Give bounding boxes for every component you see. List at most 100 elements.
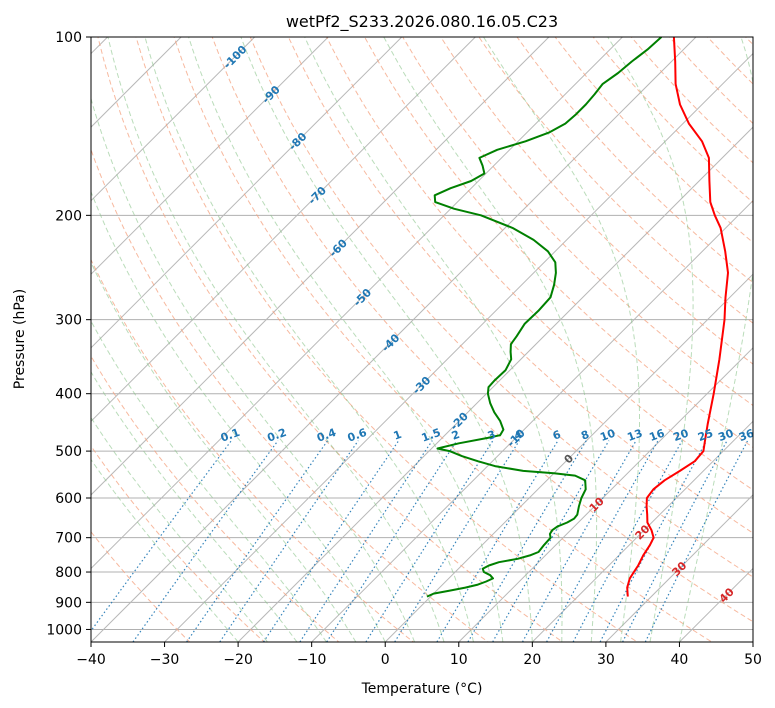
dry-adiabat-line (97, 37, 564, 642)
dry-adiabat-line (326, 37, 753, 491)
mixing-ratio-label: 30 (716, 426, 735, 444)
mixing-ratio-line (132, 440, 279, 642)
x-tick-label: 50 (744, 652, 762, 668)
x-tick-label: 40 (671, 652, 689, 668)
dry-adiabat-line (478, 37, 753, 324)
moist-adiabat-line (678, 37, 753, 642)
isotherm-label: -10 (505, 426, 528, 449)
plot-frame (90, 36, 754, 643)
y-tick-label: 400 (55, 387, 82, 403)
moist-adiabat-line (483, 37, 640, 642)
moist-adiabat-line (144, 37, 474, 642)
y-tick-label: 500 (55, 444, 82, 460)
isotherm-line (531, 420, 753, 642)
mixing-ratio-label: 2 (450, 428, 462, 443)
moist-adiabat-line (91, 96, 416, 642)
mixing-ratio-line (219, 440, 359, 642)
x-axis-label: Temperature (°C) (361, 681, 483, 697)
isotherm-line (91, 37, 403, 349)
mixing-ratio-label: 0.6 (346, 426, 369, 445)
dry-adiabat-line (135, 37, 639, 642)
mixing-ratio-line (365, 440, 494, 642)
moist-adiabat-line (607, 37, 694, 642)
dry-adiabat-line (669, 37, 753, 125)
x-tick-label: −20 (223, 652, 253, 668)
dry-adiabat-line (364, 37, 753, 449)
dry-adiabat-line (91, 258, 415, 642)
mixing-ratio-line (299, 440, 433, 642)
temperature-line (626, 37, 729, 597)
mixing-ratio-label: 3 (486, 428, 498, 443)
isotherm-line (384, 273, 753, 642)
isotherm-line (679, 567, 753, 642)
dry-adiabat-line (249, 37, 753, 578)
isotherm-line (91, 37, 697, 642)
moist-adiabat-line (91, 320, 327, 642)
dry-adiabat-line (173, 37, 713, 642)
dry-adiabat-line (592, 37, 753, 204)
mixing-ratio-label: 8 (579, 428, 591, 443)
moist-adiabat-line (383, 37, 598, 642)
x-tick-label: −40 (76, 652, 106, 668)
plot-area: 0.1 0.2 0.4 0.6 1 1.5 2 3 4 6 8 10 13 16 20 25 30 36-100-… (91, 37, 756, 642)
dry-adiabat-line (440, 37, 753, 365)
profile-series (426, 37, 729, 598)
isotherm-line (237, 126, 753, 642)
mixing-ratio-line (599, 440, 708, 642)
dry-adiabat-line (554, 37, 753, 244)
mixing-ratio-line (572, 440, 683, 642)
mixing-ratio-line (262, 440, 400, 642)
moist-adiabat-line (91, 416, 268, 642)
y-tick-label: 700 (55, 531, 82, 547)
dry-adiabat-line (91, 148, 489, 642)
mixing-ratio-label: 0.1 (219, 426, 242, 445)
isotherm-line (752, 641, 753, 642)
mixing-ratio-line (394, 440, 520, 642)
mixing-ratio-line (326, 440, 458, 642)
mixing-ratio-label: 1.5 (420, 426, 443, 445)
mixing-ratio-line (546, 440, 659, 642)
isotherm-label: -50 (351, 286, 374, 309)
isotherm-line (91, 37, 256, 202)
isotherm-line (164, 52, 753, 642)
mixing-ratio-line (644, 440, 749, 642)
mixing-ratio-line (521, 440, 637, 642)
moist-adiabat-line (91, 190, 386, 642)
y-tick-label: 600 (55, 491, 82, 507)
isotherm-line (91, 37, 550, 496)
isotherm-label: -60 (327, 236, 350, 259)
dry-adiabat-line (91, 355, 340, 642)
x-tick-label: 10 (450, 652, 468, 668)
dry-adiabat-line (91, 531, 191, 642)
chart-title: wetPf2_S233.2026.080.16.05.C23 (286, 12, 558, 32)
mixing-ratio-label: 16 (647, 426, 666, 444)
mixing-ratio-label: 6 (551, 428, 563, 443)
y-axis-label: Pressure (hPa) (12, 289, 28, 389)
moist-adiabat-line (107, 37, 445, 642)
mixing-ratio-label: 36 (737, 426, 756, 444)
mixing-ratio-label: 25 (696, 427, 715, 444)
mixing-ratio-line (186, 440, 329, 642)
mixing-ratio-line (91, 440, 232, 632)
moist-adiabat-line (91, 458, 239, 642)
x-tick-label: −30 (150, 652, 180, 668)
mixing-ratio-line (436, 440, 559, 642)
y-tick-label: 100 (55, 30, 82, 46)
mixing-ratio-label: 0.4 (315, 426, 338, 445)
isotherm-label: -100 (221, 43, 250, 72)
y-tick-label: 200 (55, 208, 82, 224)
mixing-ratio-label: 0.2 (265, 426, 288, 445)
mixing-ratio-label: 20 (671, 426, 690, 444)
x-tick-label: 30 (597, 652, 615, 668)
mixing-ratio-label: 1 (392, 428, 404, 443)
moist-adiabat-line (240, 37, 533, 642)
mixing-ratio-line (492, 440, 610, 642)
isotherm-line (91, 37, 476, 423)
x-tick-label: 20 (523, 652, 541, 668)
moist-adiabat-line (91, 370, 298, 642)
isotherm-label: -80 (286, 130, 309, 153)
mixing-ratio-label: 4 (512, 428, 524, 443)
x-tick-label: 0 (381, 652, 390, 668)
dry-adiabat-line (402, 37, 753, 407)
